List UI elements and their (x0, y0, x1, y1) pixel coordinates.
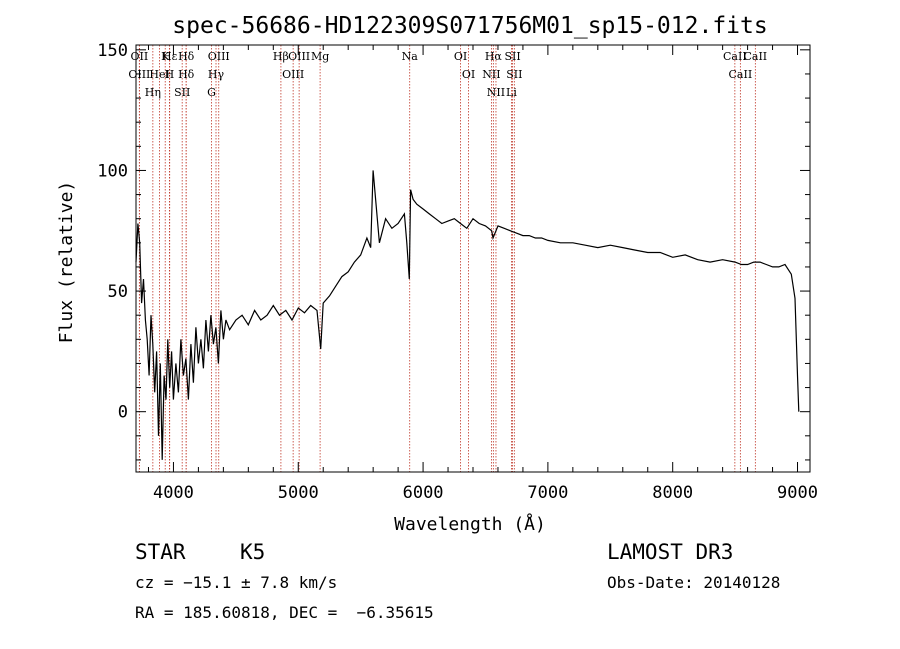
x-tick-label: 8000 (652, 483, 693, 503)
line-marker-label: Hγ (208, 68, 225, 81)
line-marker-label: Li (506, 86, 517, 99)
line-marker-label: HeI (149, 68, 169, 81)
line-marker-label: Hα (485, 50, 503, 63)
line-marker-label: NII (482, 68, 500, 81)
line-marker-label: OIII (128, 68, 150, 81)
x-axis-ticks: 4000 5000 6000 7000 8000 9000 (147, 45, 818, 503)
line-marker-label: OIII (282, 68, 304, 81)
line-marker-label: Hη (145, 86, 161, 99)
line-marker-label: H (165, 68, 175, 81)
y-axis-label: Flux (relative) (56, 181, 77, 344)
line-marker-label: SII (504, 50, 520, 63)
x-tick-label: 5000 (278, 483, 319, 503)
line-marker-label: Hδ (178, 50, 195, 63)
line-marker-label: Hδ (178, 68, 195, 81)
y-tick-label: 150 (97, 41, 128, 61)
y-axis-ticks: 0 50 100 150 (97, 41, 810, 461)
line-marker-label: CaII (743, 50, 767, 63)
line-marker-label: SII (506, 68, 522, 81)
x-tick-label: 9000 (777, 483, 818, 503)
line-marker-label: OI (454, 50, 467, 63)
observation-date: Obs-Date: 20140128 (607, 573, 781, 592)
x-axis-label: Wavelength (Å) (394, 513, 546, 535)
plot-frame (135, 44, 811, 473)
line-marker-label: OIII (288, 50, 310, 63)
object-class: STAR (135, 540, 186, 564)
line-marker-label: CaII (729, 68, 753, 81)
flux-series-line (135, 170, 800, 460)
line-marker-label: Mg (311, 50, 329, 63)
line-marker-label: K (161, 50, 170, 63)
line-marker-label: OI (462, 68, 475, 81)
redshift-velocity: cz = −15.1 ± 7.8 km/s (135, 573, 338, 592)
line-marker-label: Na (402, 50, 419, 63)
line-marker-label: OIII (208, 50, 230, 63)
line-marker-label: OII (131, 50, 149, 63)
x-tick-label: 4000 (153, 483, 194, 503)
survey-name: LAMOST DR3 (607, 540, 734, 564)
x-tick-label: 6000 (403, 483, 444, 503)
line-marker-label: NII (487, 86, 505, 99)
line-marker-label: SII (174, 86, 190, 99)
line-marker-label: CaII (723, 50, 747, 63)
spectral-line-markers (138, 45, 756, 472)
x-tick-label: 7000 (527, 483, 568, 503)
spectral-line-labels: HδOIIOIIIHεHηHKHeISIIHδOIIIHγGHβOIIIOIII… (128, 50, 767, 99)
y-tick-label: 0 (118, 403, 128, 423)
object-subclass: K5 (240, 540, 266, 564)
ra-dec-coordinates: RA = 185.60818, DEC = −6.35615 (135, 603, 434, 622)
chart-title: spec-56686-HD122309S071756M01_sp15-012.f… (172, 13, 767, 39)
line-marker-label: G (207, 86, 216, 99)
y-tick-label: 100 (97, 161, 128, 181)
line-marker-label: Hβ (273, 50, 289, 63)
y-tick-label: 50 (108, 282, 128, 302)
